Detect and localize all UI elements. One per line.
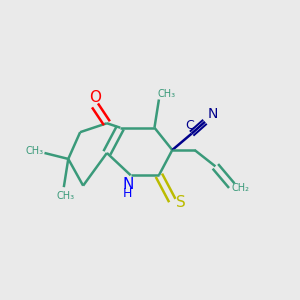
Text: N: N — [207, 107, 218, 121]
Text: C: C — [186, 119, 194, 132]
Text: CH₃: CH₃ — [25, 146, 43, 156]
Text: CH₃: CH₃ — [157, 88, 176, 98]
Text: CH₃: CH₃ — [56, 191, 74, 201]
Text: N: N — [122, 177, 134, 192]
Text: S: S — [176, 194, 186, 209]
Text: O: O — [89, 91, 101, 106]
Text: CH₂: CH₂ — [232, 183, 250, 193]
Text: H: H — [123, 187, 132, 200]
